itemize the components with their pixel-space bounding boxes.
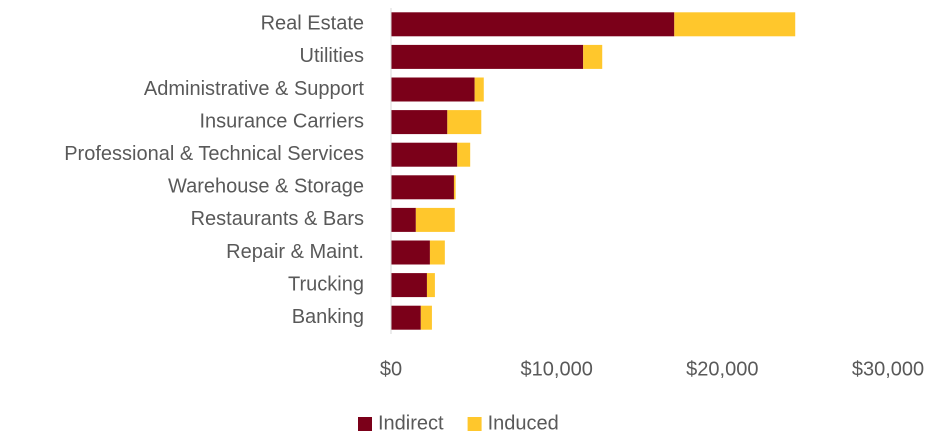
bar-segment [391,12,675,37]
category-label: Real Estate [261,13,364,35]
bar-segment [391,142,458,167]
x-tick-label: $30,000 [852,358,924,380]
x-tick-label: $0 [380,358,402,380]
bar-segment [391,305,421,330]
legend-swatch [358,417,372,431]
legend-label: Indirect [378,412,444,434]
legend-label: Induced [488,412,559,434]
bar-segment [674,12,796,37]
category-label: Administrative & Support [144,78,365,100]
category-label: Repair & Maint. [226,241,364,263]
x-tick-label: $20,000 [686,358,758,380]
bar-segment [391,44,584,69]
bar-segment [391,77,475,102]
bar-segment [429,240,445,265]
category-label: Insurance Carriers [199,110,364,132]
category-label: Warehouse & Storage [168,176,364,198]
bar-segment [420,305,432,330]
bar-segment [457,142,471,167]
bar-segment [391,110,448,135]
bar-segment [447,110,482,135]
bar-segment [391,273,427,298]
x-tick-label: $10,000 [521,358,593,380]
bar-segment [583,44,603,69]
category-label: Restaurants & Bars [191,208,364,230]
bar-segment [426,273,435,298]
legend-swatch [467,417,482,431]
category-label: Utilities [300,45,364,67]
category-label: Banking [292,306,364,328]
bar-segment [453,175,456,200]
bar-segment [415,207,455,232]
bar-segment [391,207,416,232]
bar-segment [391,240,430,265]
category-label: Professional & Technical Services [64,143,364,165]
bar-segment [474,77,484,102]
bar-segment [391,175,454,200]
category-label: Trucking [288,273,364,295]
